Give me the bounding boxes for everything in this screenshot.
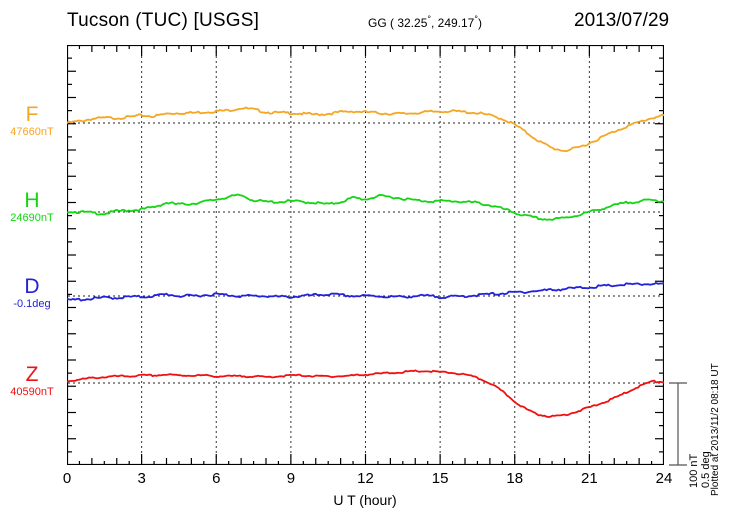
x-tick-label-21: 21 — [581, 470, 598, 487]
x-tick-label-18: 18 — [506, 470, 524, 487]
trace-z — [67, 369, 664, 418]
axis-ticks — [67, 45, 664, 465]
trace-h — [67, 193, 664, 221]
channel-baseline-d: -0.1deg — [13, 298, 51, 310]
channel-label-d: D -0.1deg — [0, 276, 64, 311]
channel-symbol-d: D — [24, 275, 40, 298]
channel-symbol-h: H — [24, 189, 40, 212]
magnetogram-plot — [67, 45, 664, 465]
channel-baseline-h: 24690nT — [10, 212, 54, 224]
trace-f — [67, 106, 664, 153]
geo-mid: , 249.17 — [430, 16, 475, 30]
geographic-coordinates: GG ( 32.25°, 249.17°) — [368, 14, 482, 30]
grid-lines — [141, 46, 590, 464]
plot-canvas — [67, 45, 664, 465]
geo-prefix: GG ( 32.25 — [368, 16, 428, 30]
data-traces — [67, 106, 664, 418]
x-tick-label-6: 6 — [212, 470, 221, 487]
channel-label-z: Z 40590nT — [0, 364, 64, 399]
x-axis-label: U T (hour) — [333, 492, 397, 508]
x-tick-label-9: 9 — [286, 470, 296, 487]
plotted-timestamp: Plotted at 2013/11/2 08:18 UT — [710, 363, 721, 496]
degree-icon: ° — [474, 14, 478, 24]
scale-bar-caption: 100 nT 0.5 deg — [688, 378, 712, 488]
scale-bar-icon — [669, 382, 687, 466]
geo-suffix: ) — [477, 16, 482, 30]
page-title: Tucson (TUC) [USGS] — [67, 10, 260, 31]
observation-date: 2013/07/29 — [574, 10, 670, 31]
x-tick-label-24: 24 — [655, 470, 673, 487]
x-tick-label-15: 15 — [431, 470, 449, 487]
channel-baseline-f: 47660nT — [10, 126, 54, 138]
scale-line-1: 100 nT — [688, 453, 700, 488]
channel-label-h: H 24690nT — [0, 190, 64, 225]
degree-icon: ° — [427, 14, 431, 24]
channel-symbol-z: Z — [25, 363, 39, 386]
channel-baseline-z: 40590nT — [10, 386, 54, 398]
x-tick-label-3: 3 — [137, 470, 146, 487]
channel-symbol-f: F — [25, 103, 39, 126]
channel-baselines — [68, 122, 663, 384]
channel-label-f: F 47660nT — [0, 104, 64, 139]
plot-frame — [67, 45, 664, 465]
trace-d — [67, 282, 664, 302]
x-tick-label-0: 0 — [62, 470, 72, 487]
x-tick-label-12: 12 — [357, 470, 374, 487]
